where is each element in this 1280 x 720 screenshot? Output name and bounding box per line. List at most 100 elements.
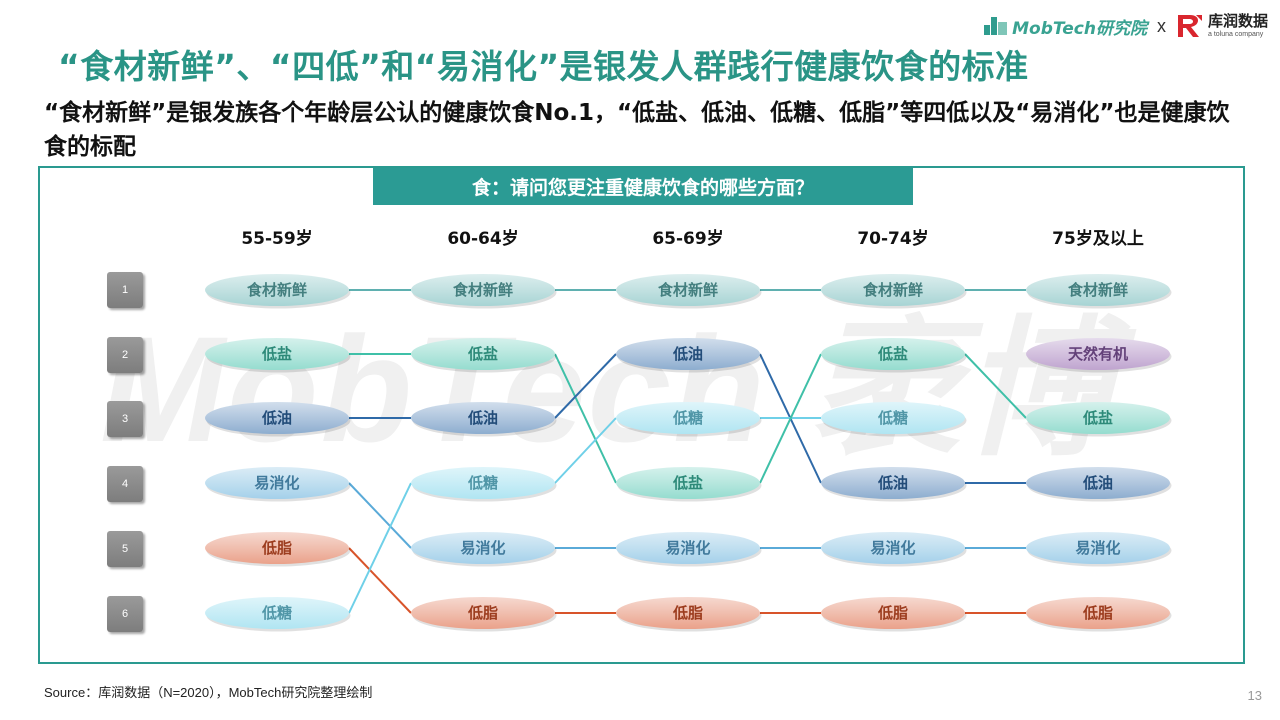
brand-bar: MobTech研究院 x 库润数据 a toluna company	[984, 10, 1268, 42]
rank-item: 低糖	[205, 597, 351, 632]
rank-item-label: 低脂	[1082, 604, 1113, 622]
rank-item: 低盐	[1026, 402, 1172, 437]
rank-link	[348, 482, 412, 614]
rank-item-label: 天然有机	[1068, 345, 1128, 363]
rank-item: 低油	[411, 402, 557, 437]
rank-link	[554, 353, 617, 419]
rank-item-label: 食材新鲜	[863, 281, 923, 299]
rank-item-label: 易消化	[254, 474, 299, 492]
rank-item-label: 低油	[261, 409, 292, 427]
watermark: MobTech 袤博	[100, 305, 1115, 473]
column-header: 55-59岁	[241, 229, 313, 249]
rank-item: 低油	[205, 402, 351, 437]
rank-item: 低盐	[821, 338, 967, 373]
rank-link	[759, 353, 822, 484]
rank-item-pill	[205, 402, 349, 434]
rank-item-pill	[1026, 274, 1170, 306]
rank-item: 低脂	[616, 597, 762, 632]
rank-item: 天然有机	[1026, 338, 1172, 373]
rank-badge: 2	[107, 337, 143, 373]
rank-item-pill	[821, 402, 965, 434]
rank-item-pill	[616, 532, 760, 564]
rank-item: 低脂	[1026, 597, 1172, 632]
rank-item-pill	[205, 274, 349, 306]
rank-badge: 3	[107, 401, 143, 437]
rank-badge: 4	[107, 466, 143, 502]
rank-badge: 5	[107, 531, 143, 567]
rank-item-pill	[411, 532, 555, 564]
rank-item-pill	[205, 597, 349, 629]
source-note: Source：库润数据（N=2020），MobTech研究院整理绘制	[44, 685, 373, 700]
rank-item-label: 低油	[877, 474, 908, 492]
rank-item-label: 易消化	[1075, 539, 1120, 557]
mobtech-logo-icon	[984, 17, 1008, 35]
rank-item: 低糖	[411, 467, 557, 502]
rank-item: 食材新鲜	[616, 274, 762, 309]
rank-item: 低盐	[616, 467, 762, 502]
rank-item: 易消化	[821, 532, 967, 567]
rank-link	[348, 482, 412, 549]
rank-item-label: 食材新鲜	[658, 281, 718, 299]
rank-item: 低油	[821, 467, 967, 502]
rank-item: 低脂	[205, 532, 351, 567]
rank-item-pill	[616, 274, 760, 306]
rank-item-label: 食材新鲜	[1068, 281, 1128, 299]
rank-item: 低油	[1026, 467, 1172, 502]
rank-item: 食材新鲜	[205, 274, 351, 309]
column-header: 70-74岁	[857, 229, 929, 249]
rank-item-pill	[411, 402, 555, 434]
rank-item: 低脂	[411, 597, 557, 632]
rank-link	[554, 353, 617, 484]
rank-item-label: 低油	[1082, 474, 1113, 492]
rank-item-pill	[411, 597, 555, 629]
rank-item: 低盐	[411, 338, 557, 373]
rank-item: 低盐	[205, 338, 351, 373]
rank-link	[348, 547, 412, 614]
kurun-logo: 库润数据 a toluna company	[1176, 13, 1268, 39]
column-header: 60-64岁	[447, 229, 519, 249]
rank-item-label: 低脂	[467, 604, 498, 622]
rank-item: 易消化	[616, 532, 762, 567]
rank-item-pill	[411, 467, 555, 499]
chart-title: 食：请问您更注重健康饮食的哪些方面？	[373, 168, 913, 205]
rank-badge: 1	[107, 272, 143, 308]
rank-item-label: 易消化	[460, 539, 505, 557]
rank-item-label: 易消化	[665, 539, 710, 557]
rank-item-label: 低糖	[672, 409, 703, 427]
rank-item: 低脂	[821, 597, 967, 632]
chart-panel	[38, 166, 1245, 664]
column-header: 65-69岁	[652, 229, 724, 249]
page-subtitle: “食材新鲜”是银发族各个年龄层公认的健康饮食No.1，“低盐、低油、低糖、低脂”…	[44, 100, 1230, 160]
rank-item-pill	[821, 467, 965, 499]
page-title: “食材新鲜”、“四低”和“易消化”是银发人群践行健康饮食的标准	[58, 47, 1029, 86]
page-number: 13	[1247, 688, 1262, 703]
kurun-logo-icon	[1177, 15, 1202, 37]
rank-item-label: 低盐	[261, 345, 292, 363]
rank-item-pill	[1026, 532, 1170, 564]
rank-item-pill	[616, 338, 760, 370]
rank-badge: 6	[107, 596, 143, 632]
column-header: 75岁及以上	[1052, 229, 1144, 249]
rank-item-pill	[411, 338, 555, 370]
rank-item-pill	[616, 597, 760, 629]
rank-item: 易消化	[1026, 532, 1172, 567]
kurun-logo-subtext: a toluna company	[1207, 31, 1264, 38]
rank-item: 低糖	[821, 402, 967, 437]
rank-item-label: 易消化	[870, 539, 915, 557]
rank-link	[964, 353, 1027, 419]
rank-item-pill	[1026, 597, 1170, 629]
rank-item-label: 低糖	[467, 474, 498, 492]
rank-item-pill	[616, 467, 760, 499]
rank-item-pill	[205, 532, 349, 564]
rank-item-pill	[205, 467, 349, 499]
rank-item-pill	[411, 274, 555, 306]
rank-item: 食材新鲜	[821, 274, 967, 309]
rank-item-label: 低油	[467, 409, 498, 427]
rank-item: 低糖	[616, 402, 762, 437]
rank-item-label: 低盐	[467, 345, 498, 363]
rank-item-pill	[821, 597, 965, 629]
rank-item-label: 食材新鲜	[247, 281, 307, 299]
rank-item-label: 食材新鲜	[453, 281, 513, 299]
rank-item: 低油	[616, 338, 762, 373]
